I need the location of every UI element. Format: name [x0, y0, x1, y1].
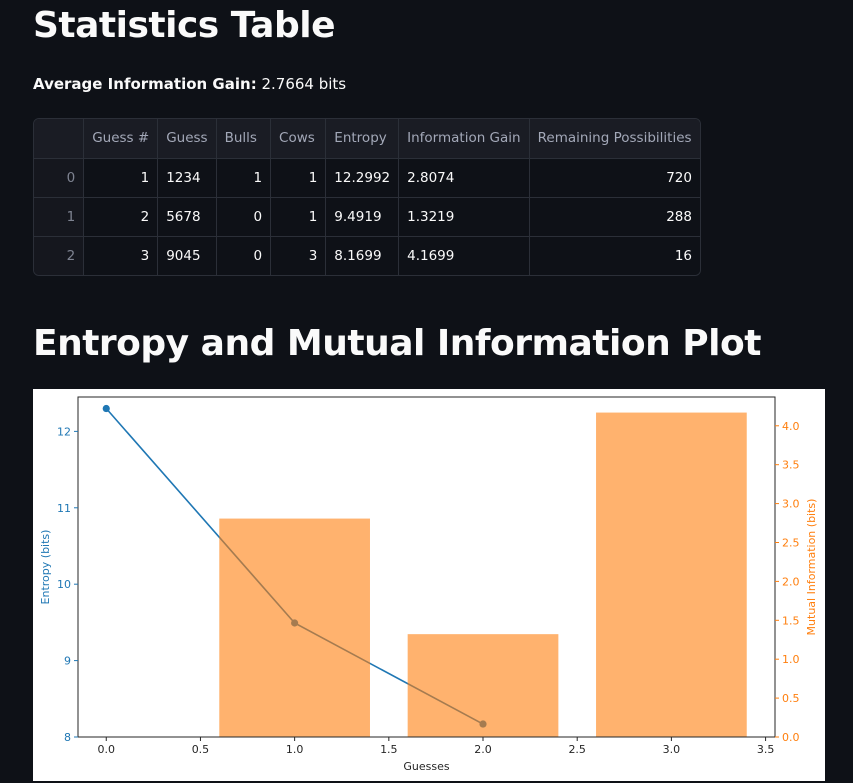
y-right-tick-label: 3.5 [782, 459, 800, 472]
page-title: Statistics Table [33, 5, 336, 46]
column-header-guess[interactable]: Guess [157, 119, 217, 159]
y-left-tick-label: 10 [57, 578, 71, 591]
column-header-information-gain[interactable]: Information Gain [398, 119, 530, 159]
entropy-mutual-information-chart: 0.0 0.5 1.0 1.5 2.0 2.5 3.0 3.5 Guesses 8 9 10 11 12 E… [33, 389, 825, 781]
x-tick-label: 0.5 [192, 743, 210, 756]
y-left-axis-label: Entropy (bits) [39, 530, 52, 605]
y-left-tick-label: 11 [57, 502, 71, 515]
cell-cows[interactable]: 3 [270, 236, 327, 275]
row-index[interactable]: 0 [34, 158, 85, 198]
cell-entropy[interactable]: 8.1699 [325, 236, 400, 275]
row-index[interactable]: 2 [34, 236, 85, 275]
y-right-tick-label: 1.5 [782, 614, 800, 627]
table-row: 1 2 5678 0 1 9.4919 1.3219 288 [34, 197, 700, 237]
table-row: 2 3 9045 0 3 8.1699 4.1699 16 [34, 236, 700, 275]
cell-remaining-possibilities[interactable]: 720 [529, 158, 700, 198]
table-row: 0 1 1234 1 1 12.2992 2.8074 720 [34, 158, 700, 198]
row-index[interactable]: 1 [34, 197, 85, 237]
cell-entropy[interactable]: 9.4919 [325, 197, 400, 237]
cell-bulls[interactable]: 0 [216, 236, 272, 275]
cell-information-gain[interactable]: 2.8074 [398, 158, 530, 198]
plot-frame [77, 396, 776, 738]
column-header-bulls[interactable]: Bulls [216, 119, 272, 159]
y-left-tick-label: 8 [64, 731, 71, 744]
y-right-tick-label: 2.5 [782, 536, 800, 549]
y-right-tick-label: 0.5 [782, 692, 800, 705]
average-information-gain-value: 2.7664 bits [261, 75, 347, 93]
x-tick-label: 2.0 [474, 743, 492, 756]
chart-point [102, 404, 110, 413]
cell-remaining-possibilities[interactable]: 288 [529, 197, 700, 237]
cell-remaining-possibilities[interactable]: 16 [529, 236, 700, 275]
chart-bar [407, 634, 559, 737]
y-right-tick-label: 3.0 [782, 498, 800, 511]
cell-information-gain[interactable]: 4.1699 [398, 236, 530, 275]
x-tick-label: 1.5 [380, 743, 398, 756]
table-header-row: Guess # Guess Bulls Cows Entropy Informa… [34, 119, 700, 159]
x-tick-label: 2.5 [568, 743, 586, 756]
average-information-gain-label: Average Information Gain: [33, 75, 257, 93]
x-axis-label: Guesses [403, 760, 449, 773]
cell-bulls[interactable]: 1 [216, 158, 272, 198]
y-right-axis-label: Mutual Information (bits) [805, 499, 818, 636]
column-header-cows[interactable]: Cows [270, 119, 327, 159]
cell-guess[interactable]: 5678 [157, 197, 217, 237]
cell-guess-number[interactable]: 1 [83, 158, 159, 198]
x-tick-label: 3.0 [663, 743, 681, 756]
column-header-entropy[interactable]: Entropy [325, 119, 400, 159]
cell-entropy[interactable]: 12.2992 [325, 158, 400, 198]
column-header-guess-number[interactable]: Guess # [83, 119, 159, 159]
cell-cows[interactable]: 1 [270, 158, 327, 198]
x-tick-label: 1.0 [286, 743, 304, 756]
y-left-tick-label: 12 [57, 425, 71, 438]
column-header-remaining-possibilities[interactable]: Remaining Possibilities [529, 119, 700, 159]
cell-guess-number[interactable]: 2 [83, 197, 159, 237]
y-right-tick-label: 4.0 [782, 420, 800, 433]
chart-bar [219, 518, 370, 737]
x-tick-label: 3.5 [757, 743, 775, 756]
cell-guess[interactable]: 1234 [157, 158, 217, 198]
average-information-gain: Average Information Gain: 2.7664 bits [33, 75, 346, 93]
chart-bar [596, 412, 747, 737]
statistics-table[interactable]: Guess # Guess Bulls Cows Entropy Informa… [33, 118, 701, 276]
cell-guess-number[interactable]: 3 [83, 236, 159, 275]
section-title: Entropy and Mutual Information Plot [33, 323, 761, 364]
cell-bulls[interactable]: 0 [216, 197, 272, 237]
cell-cows[interactable]: 1 [270, 197, 327, 237]
cell-information-gain[interactable]: 1.3219 [398, 197, 530, 237]
y-left-tick-label: 9 [64, 655, 71, 668]
y-right-tick-label: 0.0 [782, 731, 800, 744]
column-header-index[interactable] [34, 119, 85, 159]
x-tick-label: 0.0 [98, 743, 116, 756]
y-right-tick-label: 2.0 [782, 575, 800, 588]
y-right-tick-label: 1.0 [782, 653, 800, 666]
cell-guess[interactable]: 9045 [157, 236, 217, 275]
chart-svg: 0.0 0.5 1.0 1.5 2.0 2.5 3.0 3.5 Guesses 8 9 10 11 12 E… [39, 396, 818, 773]
